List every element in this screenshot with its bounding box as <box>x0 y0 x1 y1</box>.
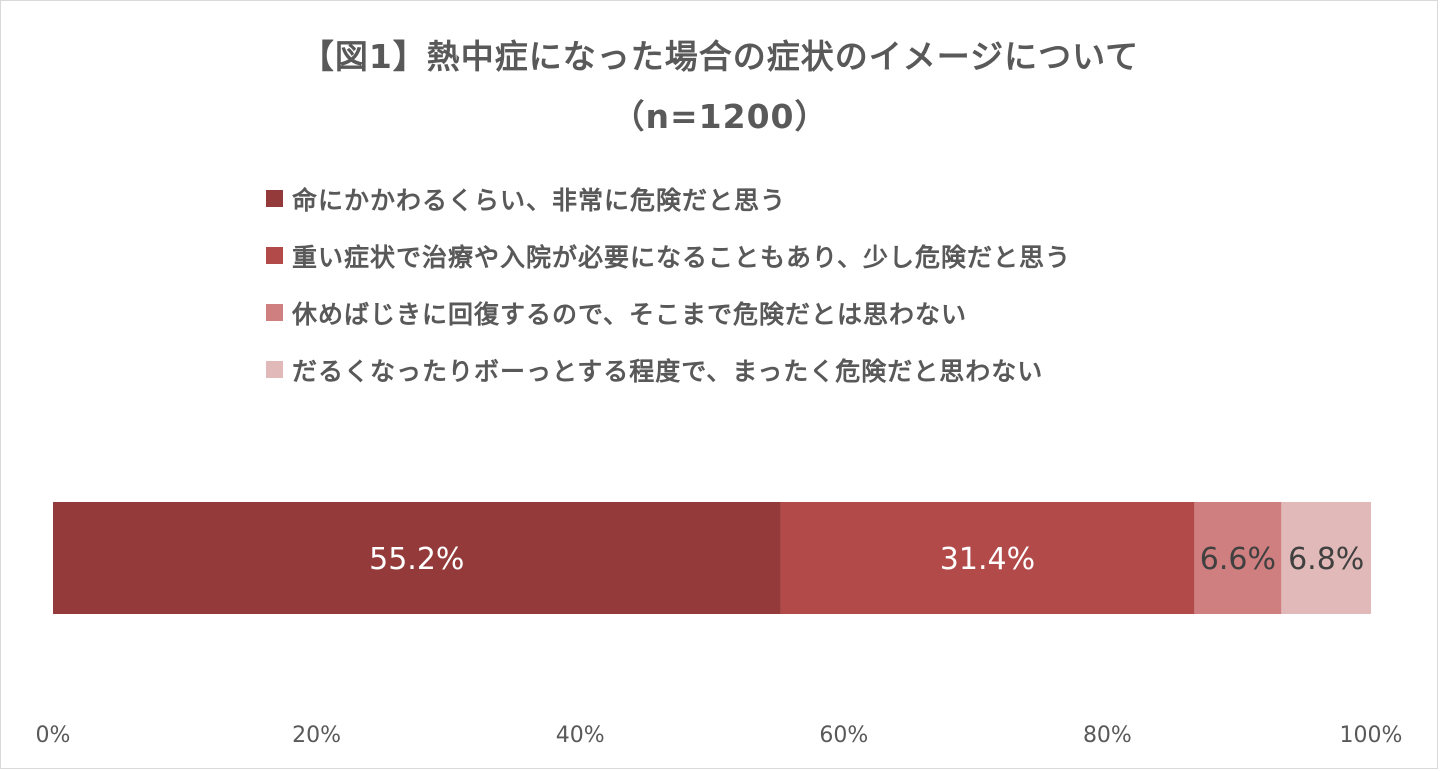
x-tick-label-0: 0% <box>36 723 71 748</box>
legend-label-1: 命にかかわるくらい、非常に危険だと思う <box>292 185 787 215</box>
legend-item-1: 命にかかわるくらい、非常に危険だと思う <box>266 170 1071 227</box>
legend-swatch-3 <box>266 304 283 321</box>
legend-label-3: 休めばじきに回復するので、そこまで危険だとは思わない <box>292 299 968 329</box>
x-tick-label-60: 60% <box>819 723 868 748</box>
legend: 命にかかわるくらい、非常に危険だと思う 重い症状で治療や入院が必要になることもあ… <box>266 170 1071 398</box>
x-tick-label-40: 40% <box>556 723 605 748</box>
legend-swatch-2 <box>266 247 283 264</box>
legend-label-2: 重い症状で治療や入院が必要になることもあり、少し危険だと思う <box>292 242 1072 272</box>
data-label-2: 31.4% <box>940 542 1035 577</box>
x-tick-label-20: 20% <box>292 723 341 748</box>
data-label-1: 55.2% <box>369 542 464 577</box>
legend-swatch-1 <box>266 190 283 207</box>
legend-label-4: だるくなったりボーっとする程度で、まったく危険だと思わない <box>292 356 1044 386</box>
legend-item-2: 重い症状で治療や入院が必要になることもあり、少し危険だと思う <box>266 227 1071 284</box>
chart-subtitle: （n=1200） <box>611 97 829 136</box>
legend-item-3: 休めばじきに回復するので、そこまで危険だとは思わない <box>266 284 1071 341</box>
data-label-4: 6.8% <box>1288 542 1364 577</box>
bar-segment-3 <box>1194 502 1282 614</box>
x-tick-label-80: 80% <box>1083 723 1132 748</box>
legend-item-4: だるくなったりボーっとする程度で、まったく危険だと思わない <box>266 341 1071 398</box>
bar-segment-1 <box>53 502 781 614</box>
legend-swatch-4 <box>266 361 283 378</box>
data-label-3: 6.6% <box>1200 542 1276 577</box>
bar-segment-4 <box>1281 502 1371 614</box>
bar-segment-2 <box>780 502 1195 614</box>
x-tick-label-100: 100% <box>1340 723 1403 748</box>
chart-title: 【図1】熱中症になった場合の症状のイメージについて <box>300 37 1140 76</box>
